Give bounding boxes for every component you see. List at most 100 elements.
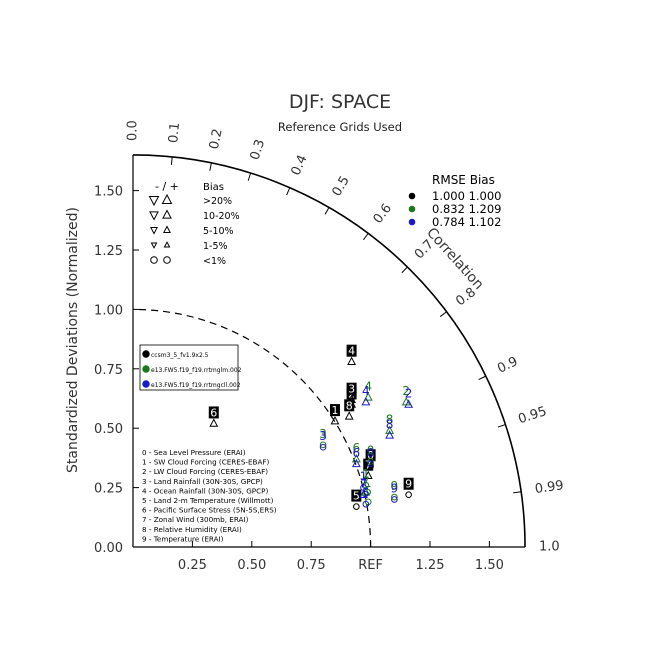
data-label: 1 (331, 404, 338, 417)
correlation-tick-label: 0.99 (534, 478, 565, 497)
variable-legend-item: 1 - SW Cloud Forcing (CERES-EBAF) (142, 458, 270, 467)
data-label: 4 (364, 379, 372, 393)
data-label: 9 (391, 479, 399, 493)
correlation-tick (363, 233, 369, 241)
data-marker (359, 489, 368, 499)
data-marker (330, 416, 340, 425)
case-legend-box (139, 344, 239, 391)
data-label-box (351, 489, 362, 502)
data-label: 1 (362, 467, 370, 481)
bias-legend-header: Bias (203, 182, 224, 193)
x-tick-label: 1.50 (475, 558, 504, 573)
data-label: 3 (348, 383, 355, 396)
data-marker (363, 392, 373, 401)
data-label: 4 (362, 384, 370, 398)
y-tick-label: 1.00 (94, 303, 123, 318)
data-label: 9 (405, 478, 412, 491)
data-label: 3 (319, 429, 327, 443)
stats-legend-values: 0.784 1.102 (432, 215, 502, 229)
bias-legend-label: 10-20% (203, 211, 240, 222)
correlation-tick-label: 0.3 (248, 138, 269, 162)
stats-legend-dot (408, 218, 416, 226)
legend-group: - / + Bias >20% 10-20% 5-10% 1-5% <1% RMSE Bias… (139, 173, 502, 543)
data-marker (351, 458, 361, 468)
data-label: 9 (391, 481, 399, 495)
data-label: 7 (360, 477, 368, 491)
correlation-tick-label: 0.9 (495, 354, 520, 377)
data-marker (385, 430, 395, 439)
correlation-tick-label: 0.0 (126, 120, 141, 141)
y-tick-label: 0.50 (94, 422, 123, 437)
correlation-tick (286, 187, 291, 196)
data-marker (367, 458, 374, 465)
data-label: 0 (367, 443, 375, 457)
data-label: 7 (362, 474, 370, 488)
stats-legend-values: 0.832 1.209 (432, 202, 502, 216)
correlation-tick-label: 0.95 (516, 404, 548, 427)
data-marker (347, 356, 357, 365)
data-label: 8 (386, 417, 394, 431)
bias-legend-up-marker (163, 241, 171, 248)
case-legend-name: e13.FW5.f19_f19.rrtmglm.002 (151, 367, 242, 374)
data-marker (405, 491, 412, 499)
data-label: 6 (353, 441, 361, 455)
bias-legend-label: <1% (203, 256, 226, 267)
variable-legend-item: 7 - Zonal Wind (300mb, ERAI) (142, 515, 249, 524)
stats-legend-header: RMSE Bias (432, 173, 495, 187)
data-marker (391, 496, 398, 503)
y-tick-label: 0.00 (94, 541, 123, 556)
outer-correlation-arc (132, 154, 526, 548)
x-tick-label: 0.50 (237, 558, 266, 573)
x-tick-label: 1.25 (416, 558, 445, 573)
data-label: 5 (364, 484, 372, 498)
data-marker (404, 399, 414, 408)
bias-legend-label: >20% (203, 196, 232, 207)
variable-legend-item: 8 - Relative Humidity (ERAI) (142, 525, 242, 534)
case-legend-name: ccsm3_5_fv1.9x2.5 (151, 352, 209, 359)
data-label: 6 (210, 406, 217, 419)
correlation-axis-label: Correlation (423, 225, 486, 293)
correlation-tick-label: 1.0 (539, 540, 560, 555)
variable-legend-item: 9 - Temperature (ERAI) (142, 534, 224, 543)
correlation-tick (170, 156, 173, 165)
data-marker (319, 441, 327, 449)
variable-legend-item: 6 - Pacific Surface Stress (5N-5S,ERS) (142, 506, 277, 515)
data-label: 2 (402, 384, 410, 398)
ref-label: REF (358, 558, 383, 573)
data-marker (367, 460, 374, 468)
data-label-box (208, 406, 219, 419)
data-label: 2 (405, 386, 413, 400)
bias-legend-up-marker (162, 209, 172, 219)
bias-legend-down-marker (150, 227, 158, 235)
variable-legend-item: 2 - LW Cloud Forcing (CERES-EBAF) (142, 467, 268, 476)
data-label: 5 (362, 486, 370, 500)
data-label: 5 (353, 490, 360, 503)
bias-legend-label: 5-10% (203, 226, 234, 237)
data-marker (351, 454, 361, 463)
data-label: 0 (367, 449, 374, 462)
data-marker (362, 500, 370, 508)
y-tick-label: 0.75 (94, 363, 123, 378)
correlation-tick (478, 375, 487, 381)
chart-subtitle: Reference Grids Used (278, 120, 402, 134)
correlation-tick (209, 162, 212, 171)
data-points-group: 012345678901234567890123456789 (208, 344, 414, 510)
data-marker (385, 425, 395, 434)
data-marker (391, 493, 398, 501)
variable-legend-item: 3 - Land Rainfall (30N-30S, GPCP) (142, 477, 263, 486)
correlation-tick (247, 172, 252, 181)
correlation-tick-label: 0.1 (166, 122, 183, 144)
correlation-tick (513, 491, 522, 494)
data-label-box (365, 449, 376, 462)
data-label: 1 (360, 470, 368, 484)
case-legend-dot (142, 350, 150, 358)
stats-legend-values: 1.000 1.000 (432, 189, 502, 203)
bias-legend-up-marker (163, 225, 171, 233)
bias-legend-label: 1-5% (203, 241, 228, 252)
y-tick-label: 1.25 (94, 244, 123, 259)
correlation-tick (439, 311, 447, 317)
data-marker (361, 396, 371, 406)
data-label: 4 (348, 345, 355, 358)
stats-legend-dot (408, 192, 416, 200)
data-label-box (329, 404, 340, 417)
